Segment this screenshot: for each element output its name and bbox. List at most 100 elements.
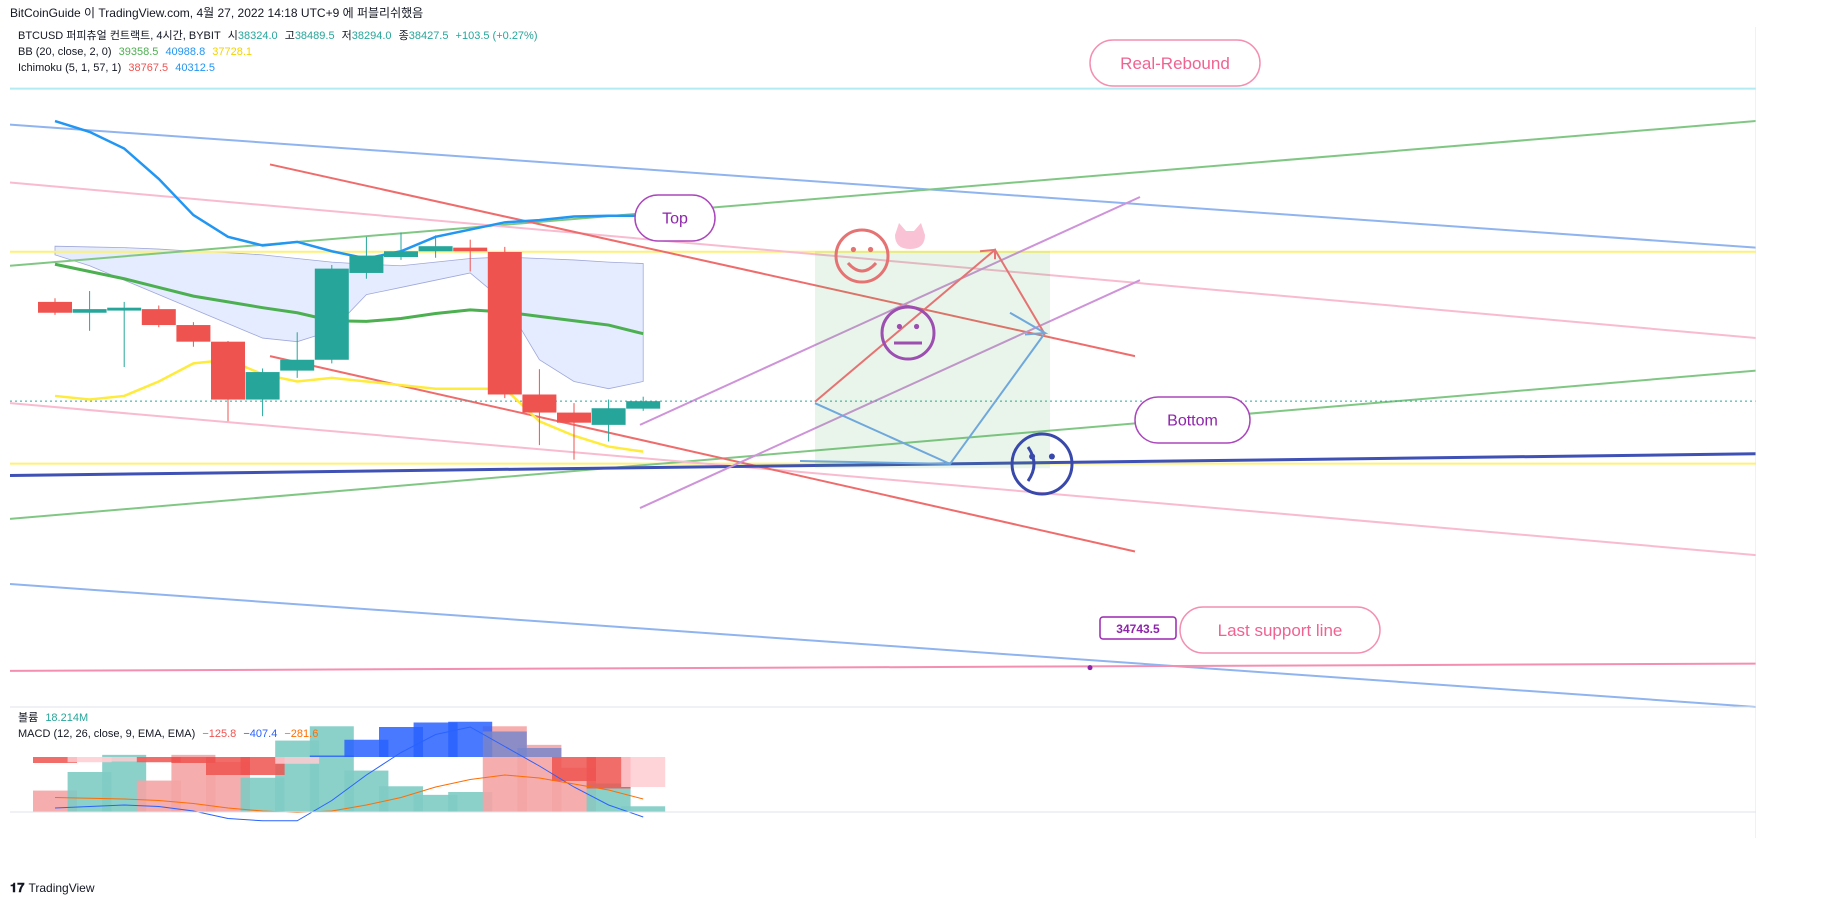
macd-histogram-bar	[275, 757, 320, 764]
neutral-face-icon-eye-left	[896, 323, 903, 330]
ichimoku-value-1: 38767.5	[128, 62, 169, 74]
candle-body	[487, 251, 522, 395]
high-label: 고	[284, 30, 295, 42]
neutral-face-icon-eye-right	[913, 323, 920, 330]
price-note-dot	[1087, 665, 1093, 671]
arrowhead-blue-1	[799, 460, 951, 465]
last-support-label-text: Last support line	[1218, 621, 1343, 640]
lower-channel-pink	[9, 402, 1757, 557]
bb-mid-value: 39358.5	[118, 46, 159, 58]
macd-signal-line	[54, 774, 644, 814]
symbol-legend: BTCUSD 퍼피츄얼 컨트랙트, 4시간, BYBIT 시38324.0 고3…	[18, 28, 542, 44]
happy-face-icon-eye-right	[867, 246, 874, 253]
bb-label: BB (20, close, 2, 0)	[18, 46, 112, 58]
bb-lower-line	[54, 358, 644, 453]
ichimoku-label: Ichimoku (5, 1, 57, 1)	[18, 62, 122, 74]
candle-body	[522, 394, 557, 413]
brand-name: TradingView	[28, 881, 95, 895]
price-note-box	[1099, 616, 1177, 640]
low-value: 38294.0	[351, 30, 392, 42]
last-support-label: Last support line	[1179, 606, 1381, 654]
ichimoku-value-2: 40312.5	[175, 62, 215, 74]
confused-face-icon-mouth	[1026, 446, 1036, 482]
macd-hist-value: −125.8	[202, 728, 237, 740]
resistance-line-red	[269, 163, 1136, 358]
candle-body	[384, 251, 418, 258]
top-label-bubble	[634, 194, 716, 242]
volume-bar	[33, 790, 77, 812]
volume-label: 볼륨	[18, 712, 39, 724]
macd-line-value: −407.4	[243, 728, 278, 740]
purple-line-upper	[639, 196, 1141, 426]
price-note-text: 34743.5	[1116, 622, 1160, 636]
happy-face-icon-mouth	[846, 261, 878, 273]
open-value: 38324.0	[237, 30, 278, 42]
volume-bar	[621, 806, 666, 812]
low-label: 저	[341, 30, 352, 42]
arrowhead-blue-2	[1009, 311, 1049, 336]
volume-bar	[413, 794, 458, 812]
candle-body	[453, 247, 488, 252]
macd-histogram-bar	[517, 748, 562, 757]
confused-face-icon-outline	[1010, 432, 1074, 496]
candle-body	[176, 325, 211, 342]
macd-histogram-bar	[206, 757, 250, 775]
footer-brand[interactable]: 𝟏𝟕 TradingView	[10, 880, 95, 896]
macd-signal-value: −281.6	[284, 728, 319, 740]
close-value: 38427.5	[408, 30, 449, 42]
macd-histogram-bar	[136, 757, 181, 763]
confused-face-icon	[1010, 432, 1074, 496]
real-rebound-label-text: Real-Rebound	[1120, 54, 1230, 73]
candle-body	[211, 341, 245, 400]
top-label: Top	[634, 194, 716, 242]
candle-body	[314, 268, 349, 360]
macd-histogram-bar	[309, 755, 354, 757]
candle-body	[557, 412, 591, 423]
upper-channel-blue	[9, 123, 1757, 249]
high-value: 38489.5	[294, 30, 335, 42]
cat-head	[895, 223, 925, 249]
chart-pane[interactable]: Real-Rebound Top Bottom Last support line 34…	[9, 27, 1809, 863]
macd-histogram-bar	[344, 739, 389, 757]
candle-body	[280, 359, 315, 371]
bottom-label: Bottom	[1134, 396, 1251, 444]
arrowhead-red	[979, 248, 996, 260]
happy-face-icon	[834, 228, 890, 284]
lower-channel-green	[9, 369, 1757, 520]
upper-channel-pink	[9, 181, 1757, 340]
candle-body	[72, 309, 107, 313]
price-note-34743: 34743.5	[1087, 616, 1177, 671]
macd-legend: MACD (12, 26, close, 9, EMA, EMA) −125.8…	[18, 726, 322, 742]
volume-value: 18.214M	[45, 712, 89, 724]
price-chart[interactable]: Real-Rebound Top Bottom Last support line 34…	[9, 27, 1809, 863]
top-label-text: Top	[662, 211, 688, 228]
candle-body	[418, 246, 453, 252]
open-label: 시	[227, 30, 238, 42]
macd-histogram-bar	[33, 757, 77, 763]
happy-face-icon-eye-left	[850, 246, 857, 253]
candle-body	[626, 401, 661, 409]
macd-histogram-bar	[102, 757, 147, 762]
macd-histogram-bar	[240, 757, 285, 775]
macd-histogram-bar	[67, 757, 112, 763]
candle-body	[38, 301, 72, 313]
macd-histogram-bar	[171, 757, 216, 763]
change-value: +103.5 (+0.27%)	[455, 30, 538, 42]
bb-lower-value: 37728.1	[212, 46, 253, 58]
lower-channel-blue	[9, 583, 1757, 708]
volume-legend: 볼륨 18.214M	[18, 710, 92, 726]
cat-icon	[895, 223, 925, 249]
macd-label: MACD (12, 26, close, 9, EMA, EMA)	[18, 728, 196, 740]
bottom-label-text: Bottom	[1167, 413, 1218, 430]
neutral-face-icon-outline	[880, 305, 936, 361]
tradingview-logo-icon: 𝟏𝟕	[10, 880, 25, 895]
close-label: 종	[398, 30, 409, 42]
projection-box	[815, 251, 1050, 469]
real-rebound-label-bubble	[1089, 39, 1261, 87]
base-line-navy	[9, 452, 1757, 478]
real-rebound-label: Real-Rebound	[1089, 39, 1261, 87]
bottom-label-bubble	[1134, 396, 1251, 444]
bb-legend: BB (20, close, 2, 0) 39358.5 40988.8 377…	[18, 44, 256, 60]
last-support-label-bubble	[1179, 606, 1381, 654]
neutral-face-icon	[880, 305, 936, 361]
